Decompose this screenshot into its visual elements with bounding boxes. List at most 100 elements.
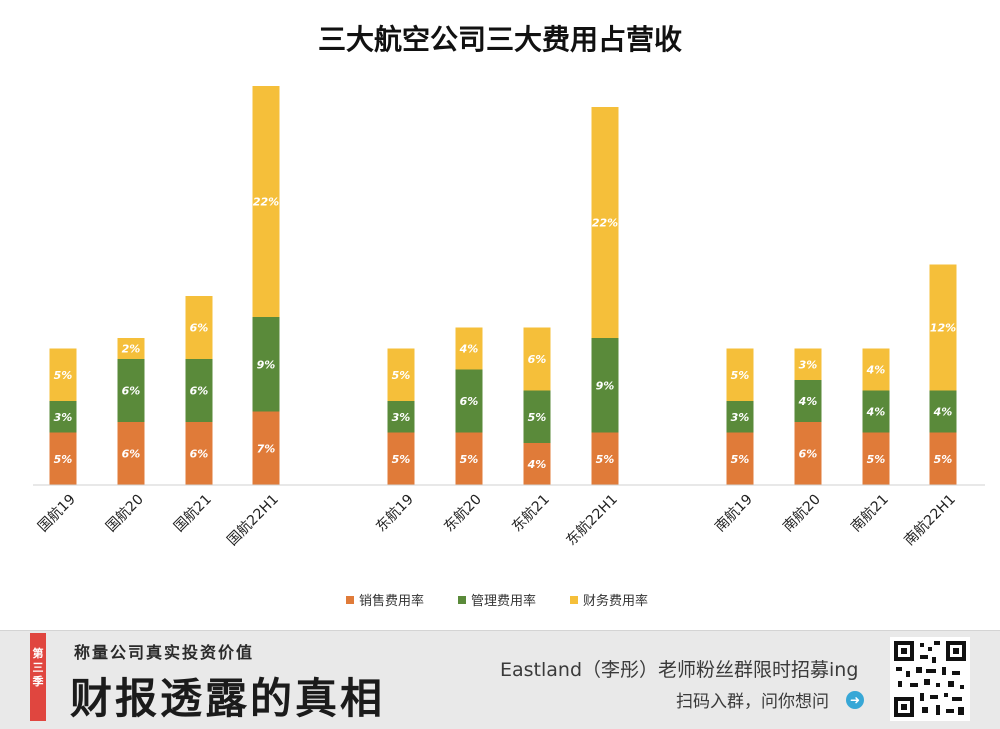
stacked-bar-chart: 三大航空公司三大费用占营收 5%3%5%6%6%2%6%6%6%7%9%22%5…: [33, 23, 985, 609]
data-label-1-南航20: 6%: [799, 448, 818, 461]
data-label-1-东航19: 5%: [392, 453, 411, 466]
bar-segment-2-东航20: [455, 369, 483, 433]
bar-segment-3-南航20: [794, 348, 822, 380]
data-label-2-东航21: 5%: [528, 411, 547, 424]
data-label-1-南航22H1: 5%: [934, 453, 953, 466]
bar-segment-1-国航19: [49, 432, 77, 485]
bar-segment-2-东航19: [387, 401, 415, 433]
data-label-1-东航21: 4%: [527, 458, 547, 471]
x-tick-labels-group: 国航19 国航20 国航21 国航22H1 东航19 东航20 东航21 东航22H1 南航19…: [35, 492, 959, 549]
data-label-2-东航20: 6%: [460, 395, 479, 408]
bar-segment-2-国航19: [49, 401, 77, 433]
x-tick-label-南航22H1: 南航22H1: [901, 492, 958, 549]
bar-segment-1-国航20: [117, 422, 145, 485]
data-label-3-东航19: 5%: [392, 369, 411, 382]
arrow-right-icon[interactable]: ➜: [846, 691, 864, 709]
x-tick-label-国航22H1: 国航22H1: [224, 492, 281, 549]
x-tick-label-东航20: 东航20: [441, 492, 485, 536]
bar-segment-3-东航19: [387, 348, 415, 401]
bar-segment-3-国航22H1: [252, 86, 280, 317]
x-tick-label-国航21: 国航21: [171, 492, 215, 536]
segment-labels-group: 5% 3% 5% 6% 6% 2% 6% 6% 6% 7% 9% 22% 5% 3% 5% 5% 6% 4% 4% 5…: [54, 196, 957, 472]
bar-segment-2-南航21: [862, 390, 890, 433]
footer-banner: 第三季 称量公司真实投资价值 财报透露的真相 Eastland（李彤）老师粉丝群…: [0, 630, 1000, 729]
data-label-2-东航22H1: 9%: [596, 379, 615, 392]
bar-segment-1-东航22H1: [591, 432, 619, 485]
footer-cta: 扫码入群，问你想问: [676, 692, 829, 712]
bar-segment-2-国航20: [117, 359, 145, 422]
qr-code-icon[interactable]: [890, 637, 970, 721]
legend-swatch-3: [570, 596, 578, 604]
bar-segment-3-南航21: [862, 348, 890, 391]
data-label-1-国航19: 5%: [54, 453, 73, 466]
x-tick-label-南航19: 南航19: [712, 492, 756, 536]
chart-title: 三大航空公司三大费用占营收: [318, 23, 682, 56]
data-label-1-国航20: 6%: [122, 448, 141, 461]
data-label-2-国航22H1: 9%: [257, 358, 276, 371]
legend-label-3: 财务费用率: [583, 593, 648, 609]
legend-swatch-1: [346, 596, 354, 604]
data-label-3-国航19: 5%: [54, 369, 73, 382]
data-label-3-东航21: 6%: [528, 353, 547, 366]
bar-segment-1-南航21: [862, 432, 890, 485]
data-label-3-国航21: 6%: [190, 322, 209, 335]
bar-segment-2-南航20: [794, 380, 822, 422]
x-tick-label-国航19: 国航19: [35, 492, 79, 536]
x-tick-label-南航20: 南航20: [780, 492, 824, 536]
data-label-3-南航19: 5%: [731, 369, 750, 382]
bar-segment-1-东航20: [455, 432, 483, 485]
data-label-1-东航20: 5%: [460, 453, 479, 466]
bar-segment-2-国航21: [185, 359, 213, 422]
legend-label-2: 管理费用率: [471, 593, 536, 609]
data-label-3-南航20: 3%: [799, 358, 818, 371]
footer-slogan: 称量公司真实投资价值: [74, 643, 255, 662]
data-label-2-南航20: 4%: [798, 395, 818, 408]
data-label-1-国航22H1: 7%: [257, 442, 276, 455]
bar-segment-2-东航22H1: [591, 338, 619, 433]
x-tick-label-南航21: 南航21: [848, 492, 892, 536]
bar-segment-2-南航19: [726, 401, 754, 433]
data-label-3-国航22H1: 22%: [253, 196, 279, 209]
x-tick-label-国航20: 国航20: [103, 492, 147, 536]
bars-group: [49, 86, 957, 485]
bar-segment-1-东航21: [523, 443, 551, 485]
data-label-2-国航21: 6%: [190, 385, 209, 398]
data-label-1-国航21: 6%: [190, 448, 209, 461]
data-label-1-东航22H1: 5%: [596, 453, 615, 466]
bar-segment-1-国航21: [185, 422, 213, 485]
x-tick-label-东航21: 东航21: [509, 492, 553, 536]
bar-segment-3-国航20: [117, 338, 145, 359]
bar-segment-2-东航21: [523, 390, 551, 443]
bar-segment-3-东航20: [455, 327, 483, 370]
data-label-1-南航19: 5%: [731, 453, 750, 466]
data-label-2-国航20: 6%: [122, 385, 141, 398]
data-label-3-南航22H1: 12%: [930, 322, 956, 335]
bar-segment-3-东航21: [523, 327, 551, 391]
footer-brand: 财报透露的真相: [70, 674, 386, 723]
bar-segment-3-国航19: [49, 348, 77, 401]
bar-segment-1-东航19: [387, 432, 415, 485]
data-label-2-国航19: 3%: [54, 411, 73, 424]
bar-segment-3-国航21: [185, 296, 213, 359]
bar-segment-1-南航20: [794, 422, 822, 485]
bar-segment-3-东航22H1: [591, 107, 619, 338]
data-label-3-东航20: 4%: [459, 343, 479, 356]
data-label-2-南航21: 4%: [866, 406, 886, 419]
data-label-3-南航21: 4%: [866, 364, 886, 377]
footer-promo: Eastland（李彤）老师粉丝群限时招募ing: [500, 659, 859, 681]
data-label-2-南航22H1: 4%: [933, 406, 953, 419]
data-label-1-南航21: 5%: [867, 453, 886, 466]
x-tick-label-东航22H1: 东航22H1: [563, 492, 620, 549]
bar-segment-3-南航19: [726, 348, 754, 401]
x-tick-label-东航19: 东航19: [373, 492, 417, 536]
bar-segment-1-国航22H1: [252, 411, 280, 485]
bar-segment-2-国航22H1: [252, 317, 280, 412]
bar-segment-2-南航22H1: [929, 390, 957, 433]
data-label-2-东航19: 3%: [392, 411, 411, 424]
bar-segment-1-南航22H1: [929, 432, 957, 485]
data-label-3-东航22H1: 22%: [592, 217, 618, 230]
bar-segment-3-南航22H1: [929, 264, 957, 391]
legend: 销售费用率 管理费用率 财务费用率: [346, 593, 648, 609]
bar-segment-1-南航19: [726, 432, 754, 485]
legend-swatch-2: [458, 596, 466, 604]
